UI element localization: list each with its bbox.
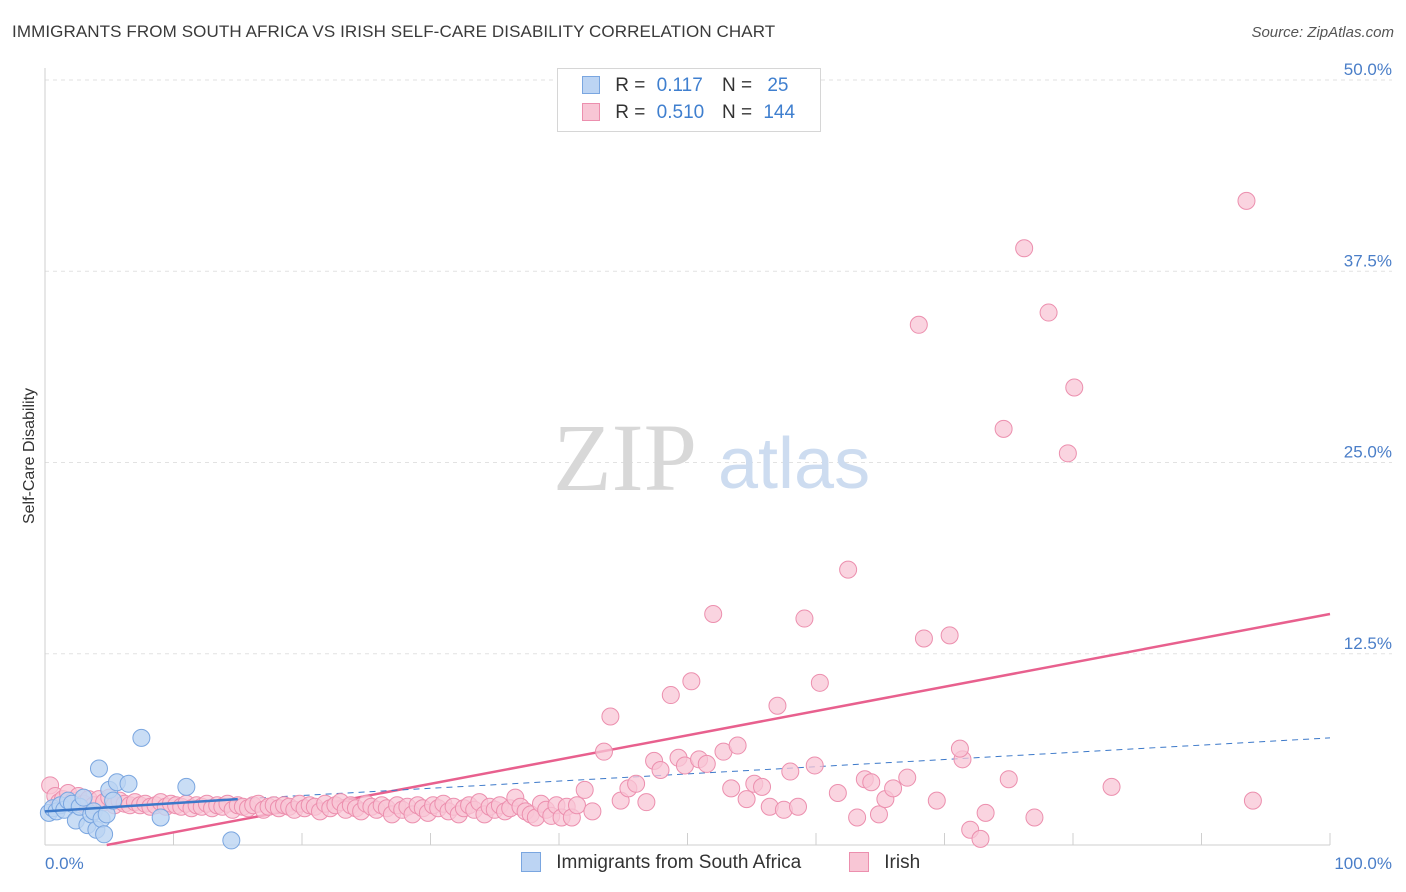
irish-point	[1015, 239, 1034, 258]
irish-point	[828, 783, 847, 802]
irish-point	[862, 773, 881, 792]
irish-point	[848, 808, 867, 827]
irish-point	[697, 754, 716, 773]
irish-point	[976, 803, 995, 822]
irish-point	[637, 793, 656, 812]
irish-point	[575, 780, 594, 799]
irish-point	[1039, 303, 1058, 322]
blue-swatch-icon	[582, 76, 600, 94]
irish-point	[651, 761, 670, 780]
irish-point	[737, 790, 756, 809]
south-africa-point	[132, 728, 151, 747]
legend-row-irish: R = 0.510 N = 144	[582, 102, 795, 126]
irish-point	[909, 315, 928, 334]
watermark: ZIP atlas	[553, 404, 870, 511]
irish-point	[795, 609, 814, 628]
legend-r-value: 0.117	[656, 75, 703, 96]
south-africa-point	[74, 788, 93, 807]
x-tick-label-min: 0.0%	[45, 854, 84, 873]
legend-r-value: 0.510	[656, 102, 705, 123]
y-tick-label: 12.5%	[1344, 634, 1392, 653]
irish-point	[583, 802, 602, 821]
legend-item-south-africa[interactable]: Immigrants from South Africa	[521, 852, 801, 874]
irish-point	[914, 629, 933, 648]
source-credit: Source: ZipAtlas.com	[1251, 24, 1394, 41]
legend-n-value: 25	[767, 75, 789, 96]
series-legend: Immigrants from South Africa Irish	[0, 852, 1406, 878]
irish-point	[601, 707, 620, 726]
irish-point	[898, 768, 917, 787]
irish-point	[728, 736, 747, 755]
irish-point	[994, 419, 1013, 438]
irish-point	[753, 777, 772, 796]
pink-swatch-icon	[849, 852, 869, 872]
irish-point	[682, 672, 701, 691]
irish-point	[768, 696, 787, 715]
irish-point	[722, 779, 741, 798]
chart-title: IMMIGRANTS FROM SOUTH AFRICA VS IRISH SE…	[12, 22, 776, 41]
irish-point	[594, 742, 613, 761]
irish-point	[789, 797, 808, 816]
legend-item-label: Immigrants from South Africa	[556, 852, 802, 873]
irish-point	[810, 673, 829, 692]
y-tick-label: 37.5%	[1344, 251, 1392, 270]
irish-point	[1237, 191, 1256, 210]
legend-item-irish[interactable]: Irish	[849, 852, 920, 874]
irish-point	[940, 626, 959, 645]
irish-point	[627, 774, 646, 793]
y-tick-label: 25.0%	[1344, 443, 1392, 462]
south-africa-point	[119, 774, 138, 793]
south-africa-point	[89, 759, 108, 778]
south-africa-points	[39, 728, 241, 850]
irish-point	[927, 791, 946, 810]
irish-point	[567, 796, 586, 815]
irish-point	[1102, 777, 1121, 796]
irish-point	[1243, 791, 1262, 810]
gridlines	[45, 79, 1392, 655]
south-africa-point	[151, 808, 170, 827]
irish-point	[704, 604, 723, 623]
irish-point	[781, 762, 800, 781]
irish-point	[971, 829, 990, 848]
south-africa-point	[177, 777, 196, 796]
stats-legend: R = 0.117 N = 25 R = 0.510 N = 144	[557, 68, 821, 132]
irish-point	[839, 560, 858, 579]
y-axis-label: Self-Care Disability	[21, 388, 38, 524]
y-tick-labels: 12.5% 25.0% 37.5% 50.0%	[1344, 60, 1392, 653]
pink-swatch-icon	[582, 103, 600, 121]
south-africa-trend-line	[44, 797, 238, 813]
south-africa-point	[104, 791, 123, 810]
irish-point	[884, 779, 903, 798]
legend-n-value: 144	[763, 102, 796, 123]
irish-point	[999, 770, 1018, 789]
irish-point	[1025, 808, 1044, 827]
x-tick-label-max: 100.0%	[1334, 854, 1392, 873]
irish-point	[950, 739, 969, 758]
legend-item-label: Irish	[884, 852, 921, 873]
blue-swatch-icon	[521, 852, 541, 872]
legend-row-south-africa: R = 0.117 N = 25	[582, 75, 788, 99]
watermark-zip: ZIP	[553, 404, 697, 511]
irish-point	[869, 805, 888, 824]
south-africa-point	[95, 825, 114, 844]
irish-points	[41, 191, 1262, 848]
irish-point	[805, 756, 824, 775]
y-tick-label: 50.0%	[1344, 60, 1392, 79]
irish-point	[661, 686, 680, 705]
legend-n-label: N =	[721, 75, 753, 96]
axes	[44, 68, 1331, 846]
south-africa-point	[222, 831, 241, 850]
legend-n-label: N =	[721, 102, 753, 123]
watermark-atlas: atlas	[718, 424, 870, 504]
legend-r-label: R =	[615, 75, 646, 96]
irish-point	[1058, 444, 1077, 463]
x-tick-labels: 0.0% 100.0%	[45, 854, 1392, 873]
legend-r-label: R =	[615, 102, 646, 123]
irish-point	[1065, 378, 1084, 397]
